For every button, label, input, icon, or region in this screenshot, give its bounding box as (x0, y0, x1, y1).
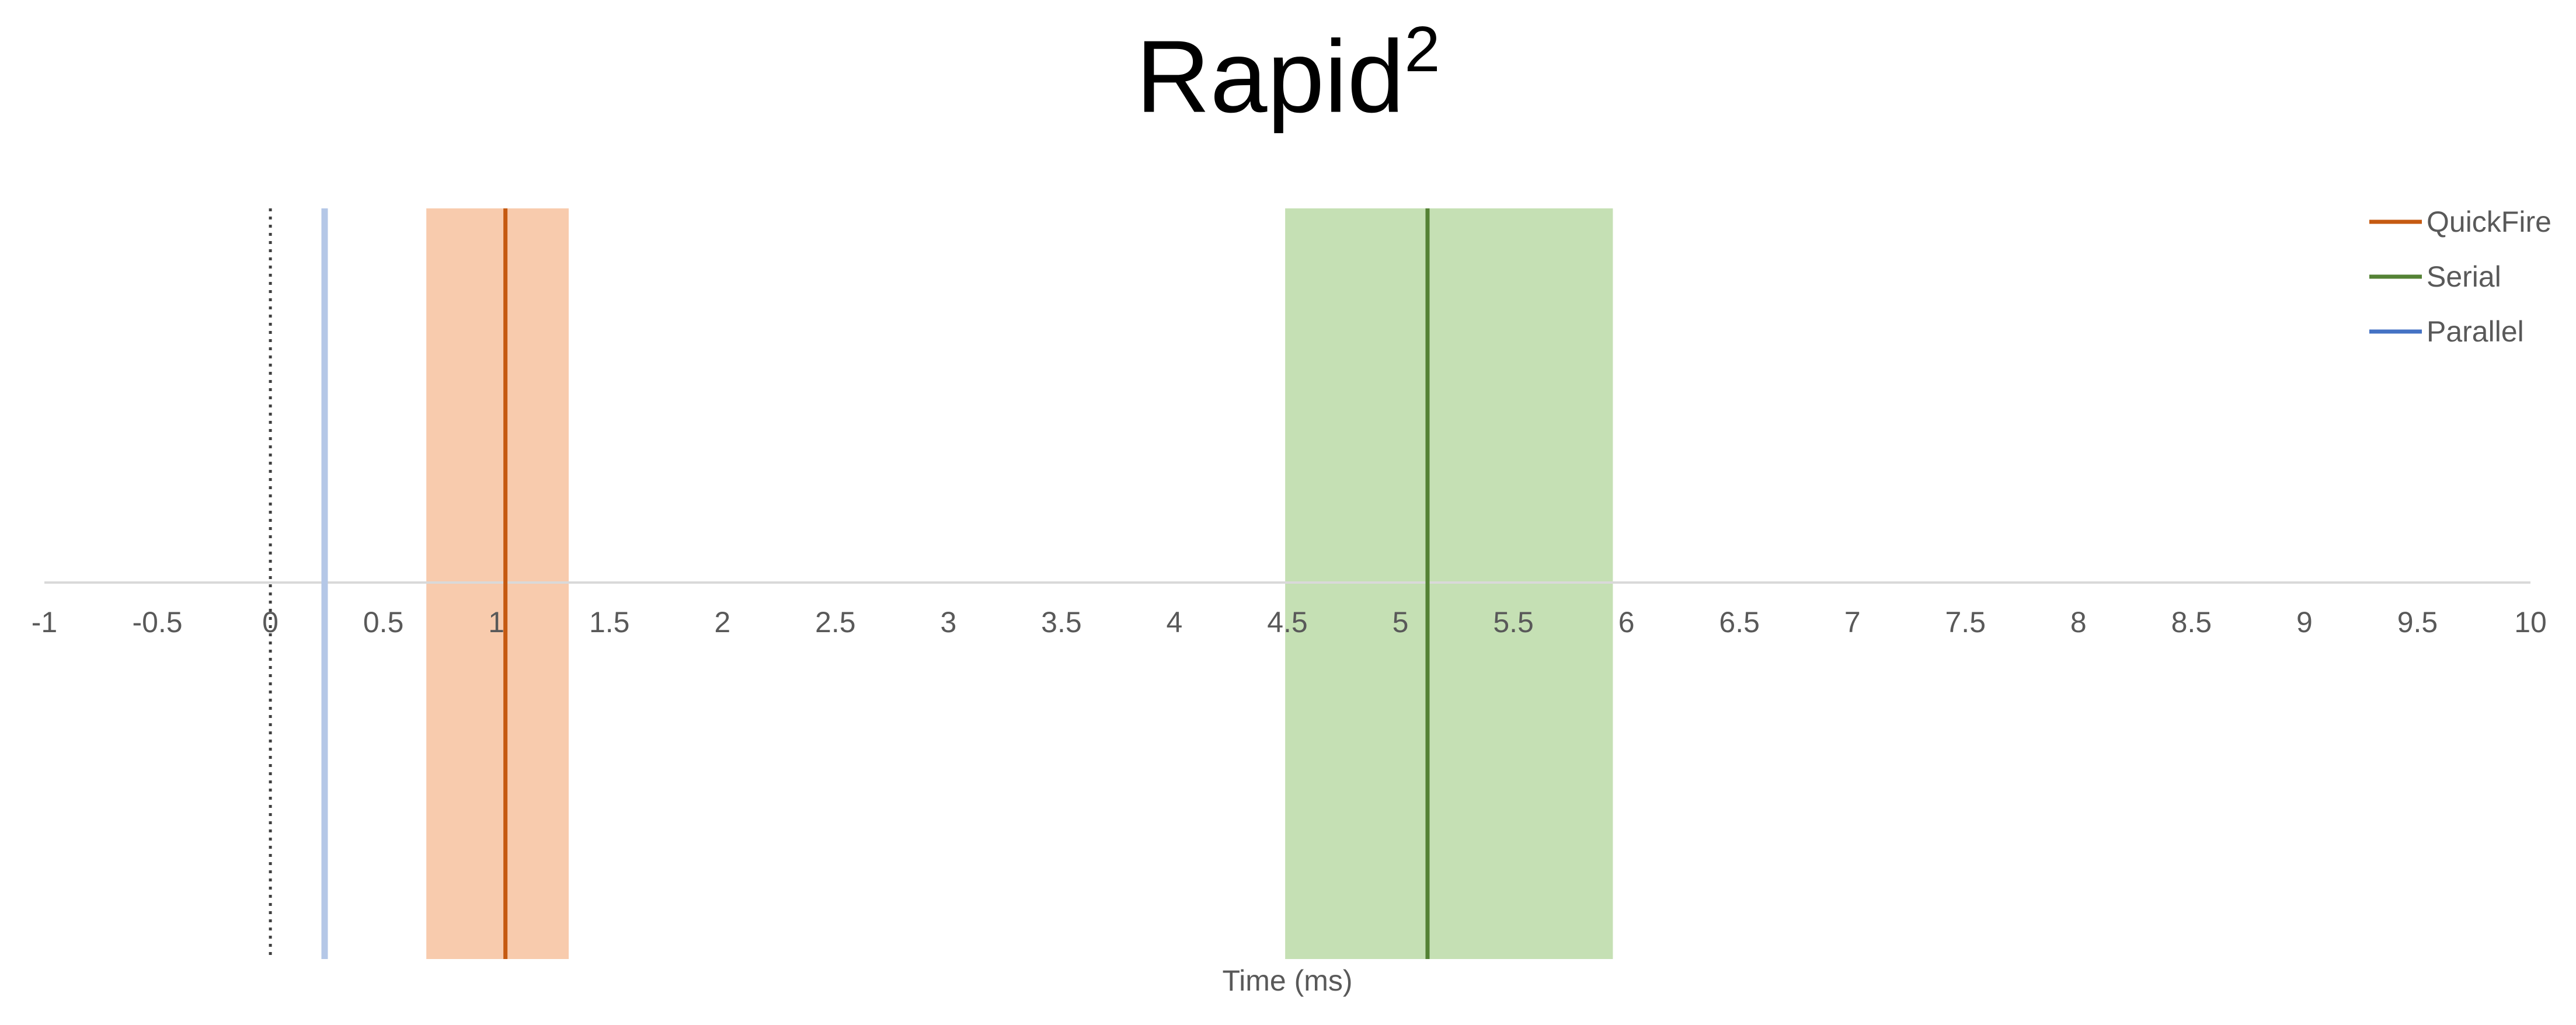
legend-label-serial: Serial (2427, 260, 2501, 293)
x-tick-label: 0 (262, 606, 279, 639)
x-tick-label: -0.5 (132, 606, 182, 639)
x-tick-labels: -1 -0.5 0 0.5 1 1.5 2 2.5 3 3.5 4 4.5 5 5.5 6 6.5 7 7.5 8 8… (32, 606, 2547, 639)
legend: QuickFire Serial Parallel (2369, 205, 2551, 348)
x-tick-label: 9 (2296, 606, 2313, 639)
x-tick-label: 6.5 (1719, 606, 1760, 639)
x-tick-label: 4 (1167, 606, 1183, 639)
x-tick-label: 3 (940, 606, 956, 639)
x-tick-label: 9.5 (2397, 606, 2438, 639)
x-tick-label: 0.5 (363, 606, 404, 639)
chart-title-base: Rapid (1136, 19, 1405, 134)
legend-label-parallel: Parallel (2427, 315, 2524, 348)
x-tick-label: 4.5 (1267, 606, 1308, 639)
x-tick-label: 8 (2070, 606, 2087, 639)
x-tick-label: 7.5 (1945, 606, 1986, 639)
x-tick-label: 1 (488, 606, 504, 639)
x-tick-label: 3.5 (1041, 606, 1082, 639)
x-tick-label: 6 (1618, 606, 1635, 639)
x-axis-label: Time (ms) (1222, 964, 1352, 997)
chart-title: Rapid2 (0, 18, 2576, 128)
x-tick-label: 7 (1844, 606, 1861, 639)
series-line-layer (321, 208, 1430, 959)
x-tick-label: 5 (1393, 606, 1409, 639)
x-tick-label: -1 (32, 606, 57, 639)
x-tick-label: 8.5 (2171, 606, 2212, 639)
chart-title-superscript: 2 (1404, 13, 1440, 85)
x-tick-label: 5.5 (1493, 606, 1534, 639)
x-tick-label: 10 (2514, 606, 2547, 639)
legend-label-quickfire: QuickFire (2427, 205, 2551, 238)
x-tick-label: 2 (714, 606, 730, 639)
x-tick-label: 1.5 (589, 606, 630, 639)
x-tick-label: 2.5 (815, 606, 856, 639)
